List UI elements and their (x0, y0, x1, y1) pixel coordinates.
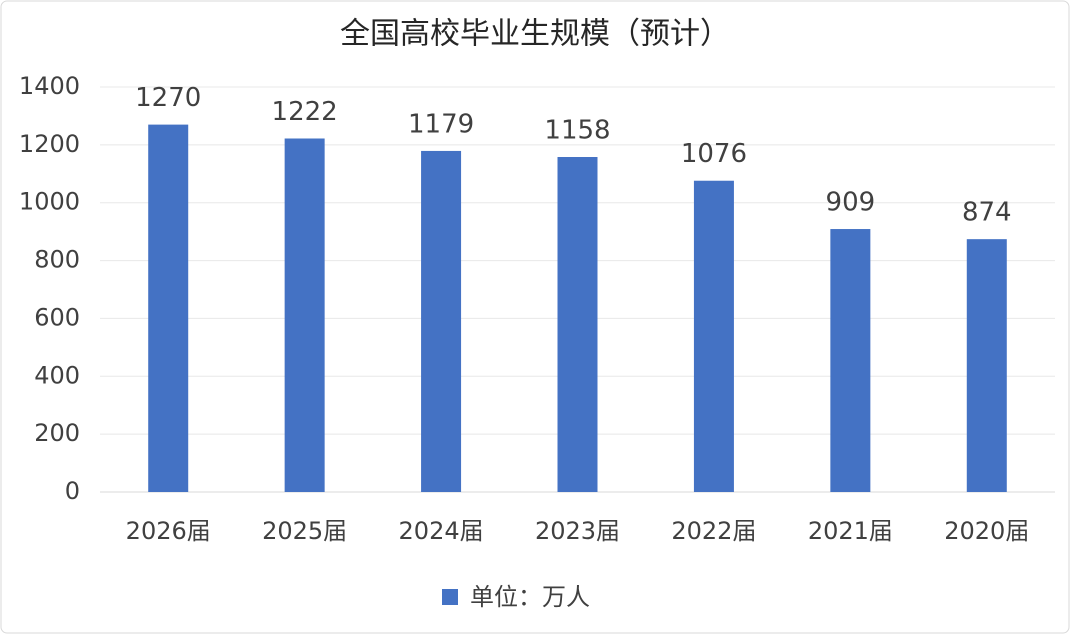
data-label: 909 (826, 188, 876, 218)
x-tick-label: 2026届 (126, 517, 211, 545)
data-label: 874 (962, 198, 1012, 228)
y-tick-label: 400 (34, 361, 80, 389)
y-tick-label: 1000 (19, 188, 80, 216)
data-label: 1158 (544, 116, 610, 146)
x-tick-label: 2025届 (262, 517, 347, 545)
chart-title: 全国高校毕业生规模（预计） (340, 17, 730, 52)
data-label: 1076 (681, 139, 747, 169)
y-tick-label: 800 (34, 246, 80, 274)
bar (421, 150, 462, 493)
data-label: 1222 (272, 97, 338, 127)
y-tick-label: 1200 (19, 130, 80, 158)
bar (830, 229, 871, 492)
legend-label: 单位：万人 (470, 583, 590, 611)
x-tick-label: 2022届 (671, 517, 756, 545)
x-tick-label: 2024届 (399, 517, 484, 545)
y-tick-label: 600 (34, 303, 80, 331)
bar (693, 180, 734, 492)
x-tick-label: 2020届 (944, 517, 1029, 545)
data-label: 1179 (408, 109, 474, 139)
bar (966, 239, 1007, 492)
x-tick-label: 2023届 (535, 517, 620, 545)
bar (557, 157, 598, 492)
x-tick-label: 2021届 (808, 517, 893, 545)
legend-swatch (442, 589, 458, 605)
y-tick-label: 0 (65, 477, 80, 505)
bar (284, 138, 325, 492)
y-tick-label: 200 (34, 419, 80, 447)
bar (148, 124, 189, 492)
data-label: 1270 (135, 83, 201, 113)
y-tick-label: 1400 (19, 72, 80, 100)
